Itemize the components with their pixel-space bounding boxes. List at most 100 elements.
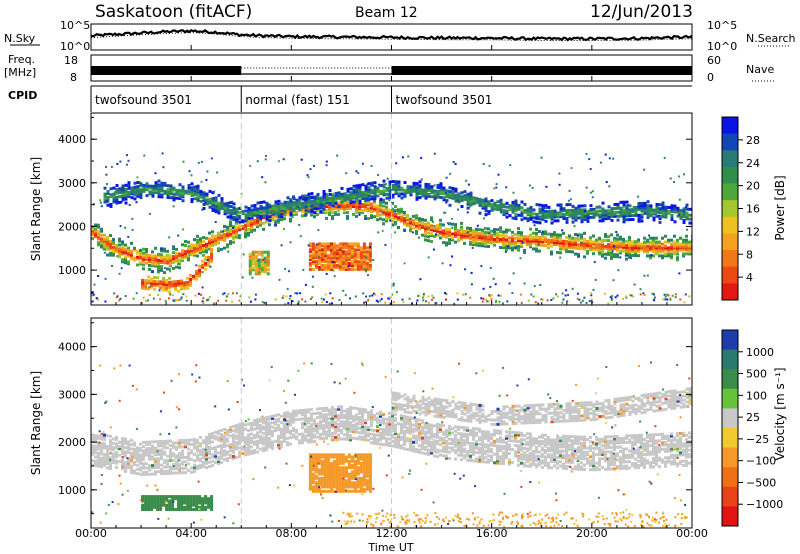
power-cell [409,193,413,197]
power-near-range-speckle [422,299,425,302]
velocity-cell [205,466,208,470]
power-cell [454,187,458,191]
velocity-cell [331,438,334,442]
power-cell [142,188,146,191]
power-cell [598,248,601,252]
power-cell [487,210,491,214]
velocity-cell [130,443,133,447]
nave-label: Nave [746,63,774,76]
power-cell [604,239,607,242]
power-cell [220,234,223,238]
power-cell [418,196,422,200]
power-cell [652,246,655,250]
power-cell [211,191,215,195]
power-cell [538,237,541,241]
power-cell [352,203,355,207]
velocity-cell [364,410,367,414]
power-cell [520,200,524,204]
power-cell [562,231,565,235]
power-speckle [201,208,204,211]
power-near-range-speckle [679,298,682,301]
power-near-range-speckle [445,293,448,296]
power-cell [265,203,269,207]
power-speckle [162,166,165,169]
power-cell [664,254,667,258]
power-cell [322,195,326,199]
power-cell [442,198,446,202]
velocity-cell [106,457,109,461]
power-cell [368,265,372,269]
velocity-cell [361,418,364,422]
power-cell [199,189,203,193]
power-cell [478,232,481,236]
power-speckle [299,235,302,238]
power-cell [631,250,634,253]
power-near-range-speckle [97,298,99,301]
power-cell [341,250,345,254]
power-cell [559,241,562,245]
velocity-cell [175,462,178,466]
power-cell [511,200,515,204]
power-cell [169,190,173,194]
velocity-cell [370,441,373,445]
power-cell [412,226,415,230]
power-cell [358,207,361,210]
power-near-range-speckle [371,294,374,297]
velocity-cell [271,416,274,420]
power-cell [109,253,112,257]
power-near-range-speckle [227,293,230,295]
velocity-cell [358,418,361,422]
power-cell [661,248,664,252]
power-cell [484,234,487,238]
power-near-range-speckle [375,299,378,302]
velocity-cell [337,422,340,426]
velocity-cell [106,449,109,453]
power-speckle [99,199,102,202]
power-cell [466,192,470,196]
power-cell [499,200,503,204]
power-cell [538,207,542,211]
power-speckle [578,254,580,257]
power-cell [316,195,319,199]
power-cell [151,250,154,254]
power-cell [235,211,239,215]
velocity-cell [430,447,433,451]
power-colorbar-step-8 [722,250,738,268]
power-cell [628,214,632,218]
power-cell [142,267,145,271]
power-cell [388,196,392,200]
velocity-cell [127,464,130,467]
power-cell [268,215,272,219]
power-cell [220,199,224,203]
power-cell [320,250,324,254]
power-cell [604,256,607,260]
power-cell [314,262,318,265]
power-cell [670,208,674,212]
power-cell [208,189,212,193]
power-cell [208,241,211,245]
power-cell [251,252,255,256]
power-cell [368,254,372,258]
power-speckle [204,201,207,204]
power-cell [652,212,656,216]
velocity-cell [307,417,310,420]
velocity-cell [322,430,325,434]
power-cell [106,247,109,251]
velocity-cell [361,414,364,418]
velocity-cell [373,416,376,420]
velocity-cell [406,415,409,419]
power-cell [613,203,617,206]
velocity-cell [388,411,391,415]
power-cell [625,251,628,255]
power-cell [198,274,202,278]
velocity-cell [418,433,421,437]
power-cell [226,205,230,209]
power-cell [463,196,467,199]
velocity-cell [304,428,307,431]
velocity-cell [319,437,322,441]
velocity-cell [286,436,289,440]
power-cell [316,204,320,208]
power-cell [565,203,569,207]
noise-left-tick-bottom: 10^0 [60,40,90,53]
velocity-cell [187,455,190,459]
